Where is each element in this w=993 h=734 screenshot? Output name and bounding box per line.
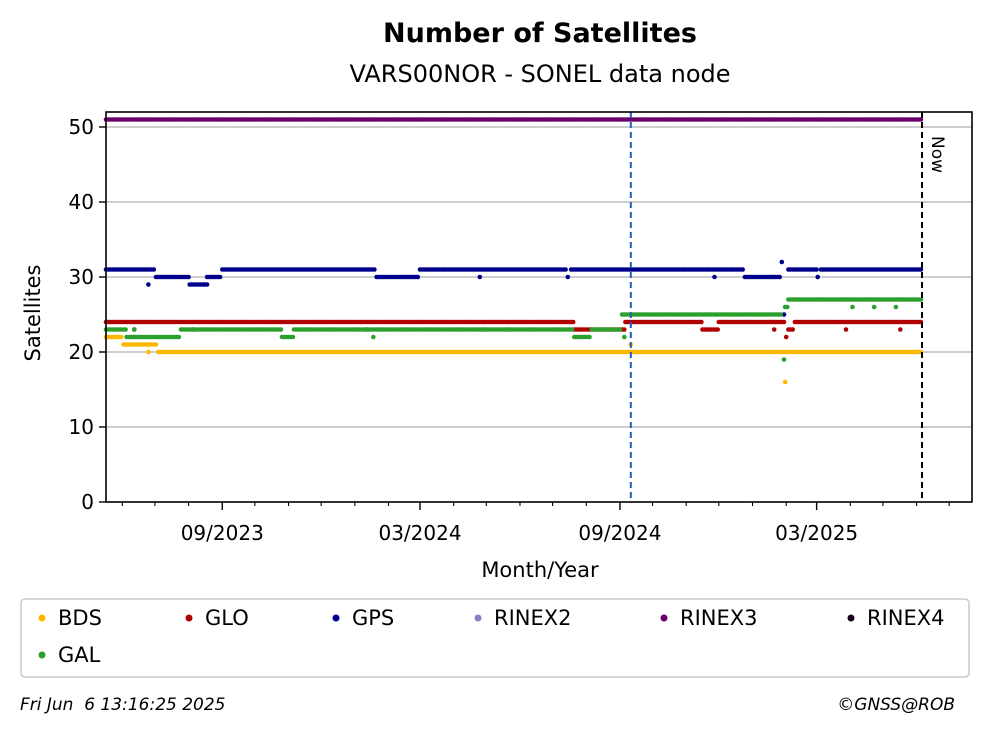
gps-point-373 bbox=[201, 282, 207, 287]
x-tick-label-2: 09/2024 bbox=[578, 521, 661, 545]
gps-point-54 bbox=[217, 274, 223, 280]
gal-point-381 bbox=[850, 304, 855, 310]
legend-marker-glo bbox=[185, 614, 193, 622]
gps-point-376 bbox=[712, 274, 717, 280]
legend-label-rinex2: RINEX2 bbox=[494, 606, 572, 630]
glo-point-385 bbox=[898, 327, 903, 332]
bds-point-378 bbox=[782, 379, 788, 385]
x-axis-label: Month/Year bbox=[481, 558, 599, 582]
y-tick-label-20: 20 bbox=[69, 340, 94, 364]
gps-point-145 bbox=[415, 274, 421, 280]
gal-point-81 bbox=[278, 327, 284, 332]
gal-point-377 bbox=[622, 334, 627, 340]
bds-point-376 bbox=[146, 349, 151, 355]
glo-point-239 bbox=[622, 327, 627, 332]
gal-point-87 bbox=[290, 334, 296, 340]
y-tick-label-0: 0 bbox=[81, 490, 94, 514]
series-gal bbox=[103, 297, 924, 362]
chart-subtitle: VARS00NOR - SONEL data node bbox=[349, 60, 730, 88]
glo-point-275 bbox=[699, 319, 704, 325]
footer-timestamp: Fri Jun 6 13:16:25 2025 bbox=[20, 695, 226, 715]
gps-point-38 bbox=[186, 274, 191, 280]
y-tick-label-30: 30 bbox=[69, 265, 94, 289]
legend-marker-gal bbox=[38, 651, 46, 659]
x-tick-label-3: 03/2025 bbox=[775, 521, 858, 545]
gal-point-312 bbox=[778, 312, 784, 317]
gps-point-47 bbox=[204, 282, 210, 287]
gal-point-375 bbox=[132, 327, 137, 332]
legend-marker-rinex2 bbox=[474, 614, 482, 622]
legend-frame bbox=[20, 598, 970, 678]
rinex3-point-375 bbox=[918, 117, 924, 122]
reference-line-label: Now bbox=[927, 136, 947, 173]
y-tick-label-50: 50 bbox=[69, 115, 94, 139]
gps-point-379 bbox=[815, 274, 820, 280]
series-bds bbox=[103, 334, 924, 385]
glo-point-283 bbox=[715, 327, 720, 332]
legend-marker-bds bbox=[38, 614, 46, 622]
gps-point-125 bbox=[372, 267, 377, 272]
legend-label-gal: GAL bbox=[58, 643, 101, 667]
legend-marker-rinex3 bbox=[660, 614, 668, 622]
gal-point-382 bbox=[871, 304, 877, 310]
marks-layer bbox=[103, 117, 924, 385]
gal-point-374 bbox=[918, 297, 924, 302]
axes-layer: 0 10 20 30 40 50 Now 09/2023 03/2024 09/2024 03/20… bbox=[69, 111, 973, 545]
gal-point-9 bbox=[123, 327, 128, 332]
gps-point-310 bbox=[777, 274, 782, 280]
gal-point-376 bbox=[371, 334, 376, 340]
gal-point-378 bbox=[781, 357, 787, 362]
legend: BDS GLO GPS RINEX2 RINEX3 RINEX4 GAL bbox=[20, 598, 970, 678]
gal-point-224 bbox=[587, 334, 592, 340]
legend-label-rinex4: RINEX4 bbox=[867, 606, 945, 630]
legend-marker-rinex4 bbox=[847, 614, 855, 622]
gal-point-383 bbox=[893, 304, 899, 310]
bds-point-7 bbox=[118, 334, 124, 340]
gps-point-375 bbox=[565, 274, 571, 280]
glo-point-382 bbox=[771, 327, 777, 332]
x-tick-label-1: 03/2024 bbox=[378, 521, 461, 545]
glo-point-215 bbox=[570, 319, 576, 325]
gps-point-371 bbox=[918, 267, 924, 272]
gps-point-293 bbox=[740, 267, 745, 272]
gal-point-380 bbox=[785, 304, 790, 310]
y-tick-label-40: 40 bbox=[69, 190, 94, 214]
gal-point-238 bbox=[617, 327, 623, 332]
gal-point-216 bbox=[569, 327, 575, 332]
gps-point-374 bbox=[477, 274, 483, 280]
gps-point-213 bbox=[563, 267, 568, 272]
gps-point-377 bbox=[779, 259, 785, 265]
glo-point-384 bbox=[843, 327, 849, 332]
gps-point-324 bbox=[814, 267, 819, 272]
y-axis-label: Satellites bbox=[21, 265, 45, 362]
legend-label-gps: GPS bbox=[352, 606, 394, 630]
gps-point-22 bbox=[151, 267, 157, 272]
series-gps bbox=[103, 259, 924, 317]
gps-point-372 bbox=[146, 282, 151, 287]
legend-label-bds: BDS bbox=[58, 606, 102, 630]
legend-marker-gps bbox=[332, 614, 340, 622]
glo-point-314 bbox=[781, 319, 787, 325]
series-rinex3 bbox=[103, 117, 924, 122]
plot-frame bbox=[105, 111, 973, 503]
x-tick-label-0: 09/2023 bbox=[181, 521, 264, 545]
y-tick-label-10: 10 bbox=[69, 415, 94, 439]
glo-point-317 bbox=[790, 327, 795, 332]
bds-point-23 bbox=[153, 342, 159, 347]
legend-label-glo: GLO bbox=[205, 606, 249, 630]
gps-point-378 bbox=[781, 312, 787, 317]
chart-title: Number of Satellites bbox=[383, 18, 697, 49]
series-glo bbox=[103, 319, 924, 340]
gal-point-34 bbox=[176, 334, 182, 340]
footer-copyright: ©GNSS@ROB bbox=[837, 695, 955, 715]
legend-label-rinex3: RINEX3 bbox=[680, 606, 758, 630]
glo-point-383 bbox=[783, 334, 789, 340]
